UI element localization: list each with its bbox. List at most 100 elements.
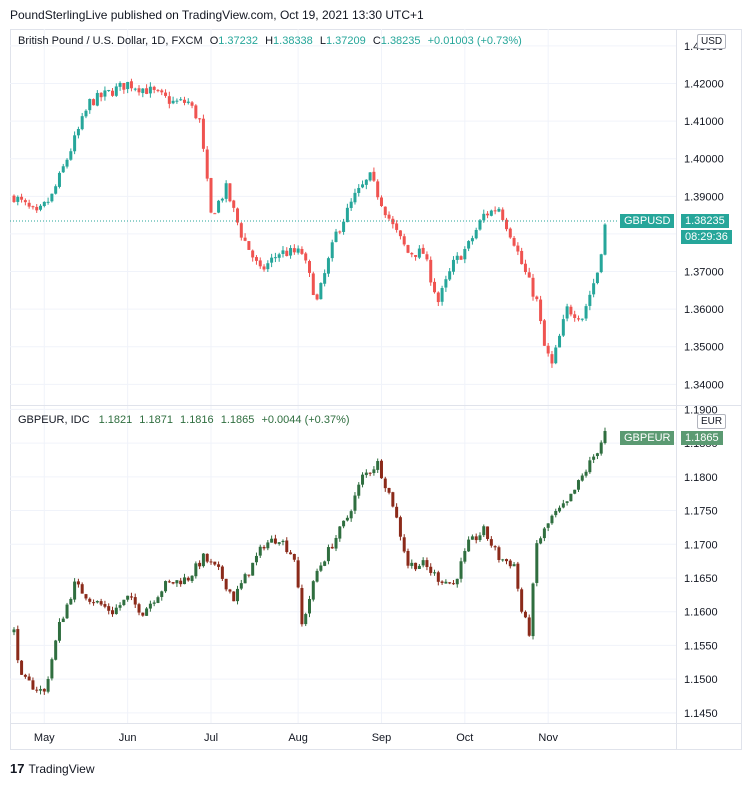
candle-body [224,578,228,590]
candle-body [251,562,255,576]
candle-body [232,591,236,602]
candle-body [114,86,118,96]
candle-body [179,580,183,585]
candle-body [398,230,402,237]
candle-body [126,81,130,90]
candle-body [16,629,20,661]
candle-body [292,248,296,253]
y-tick-label: 1.39000 [684,191,724,203]
y-tick-label: 1.1450 [684,708,718,720]
candle-body [410,253,414,255]
candle-body [39,205,43,210]
candle-body [440,581,444,583]
candle-body [387,214,391,219]
candle-body [126,595,130,600]
candle-body [451,259,455,272]
candle-body [73,135,77,152]
candle-body [198,118,202,120]
candle-body [23,200,27,203]
candle-body [569,306,573,315]
candle-body [573,489,577,494]
gbpusd-price-tag: 1.38235 [681,214,729,228]
candle-body [107,89,111,91]
candle-body [478,535,482,541]
candle-body [474,229,478,239]
candle-body [141,612,145,616]
close-label: C [372,35,381,47]
candle-body [417,248,421,258]
candle-body [535,296,539,300]
candle-body [243,574,247,584]
candle-body [398,517,402,537]
usd-currency-badge[interactable]: USD [697,34,727,49]
candle-body [516,563,520,589]
candle-body [285,250,289,257]
bottom-legend: GBPEUR, IDC 1.1821 1.1871 1.1816 1.1865 … [18,414,350,426]
candle-body [50,659,54,679]
candle-body [470,536,474,540]
candle-body [520,250,524,265]
candle-body [489,539,493,546]
candle-body [228,183,232,202]
candle-body [76,129,80,136]
candle-body [387,487,391,493]
y-tick-label: 1.1550 [684,640,718,652]
candle-body [425,560,429,568]
high-label: H [265,35,274,47]
candle-body [133,597,137,605]
candle-body [152,86,156,90]
candle-body [414,255,418,257]
low-label: L [319,35,326,47]
candle-body [133,88,137,90]
candle-body [209,178,213,213]
x-tick-label: Oct [456,732,473,744]
x-tick-label: Nov [538,732,558,744]
footer-brand: TradingView [28,761,95,776]
candle-body [50,193,54,202]
candle-body [417,565,421,569]
candle-body [182,99,186,103]
candle-body [414,562,418,570]
candle-body [23,674,27,677]
footer[interactable]: 17 TradingView [10,761,95,776]
candle-body [20,660,24,675]
candle-body [239,583,243,589]
bottom-change-value: +0.0044 (+0.37%) [261,414,350,426]
gbpeur-price-tag: 1.1865 [681,431,723,445]
candle-body [558,335,562,348]
candle-body [395,223,399,230]
candle-body [459,256,463,260]
candle-body [311,273,315,296]
candle-body [182,577,186,585]
candle-body [232,200,236,208]
candle-body [160,591,164,597]
chart-frame[interactable] [10,29,742,750]
candle-body [440,288,444,302]
candle-body [247,574,251,576]
eur-currency-badge[interactable]: EUR [697,414,727,429]
candle-body [580,475,584,481]
open-label: O [209,35,219,47]
candle-body [167,581,171,583]
tradingview-logo-icon: 17 [10,761,25,776]
x-tick-label: Aug [288,732,308,744]
candle-body [539,299,543,322]
candle-body [281,540,285,543]
candle-body [323,561,327,566]
candle-body [12,629,16,633]
candle-body [527,617,531,636]
candle-body [463,551,467,562]
candle-body [145,608,149,616]
candle-body [228,589,232,592]
candle-body [156,597,160,603]
candle-body [319,565,323,571]
candle-body [308,599,311,614]
candle-body [175,580,179,584]
candle-body [512,237,516,246]
candle-body [122,599,126,606]
candle-body [402,537,406,552]
candle-body [542,528,546,539]
candle-body [31,680,35,690]
candle-body [266,263,270,270]
